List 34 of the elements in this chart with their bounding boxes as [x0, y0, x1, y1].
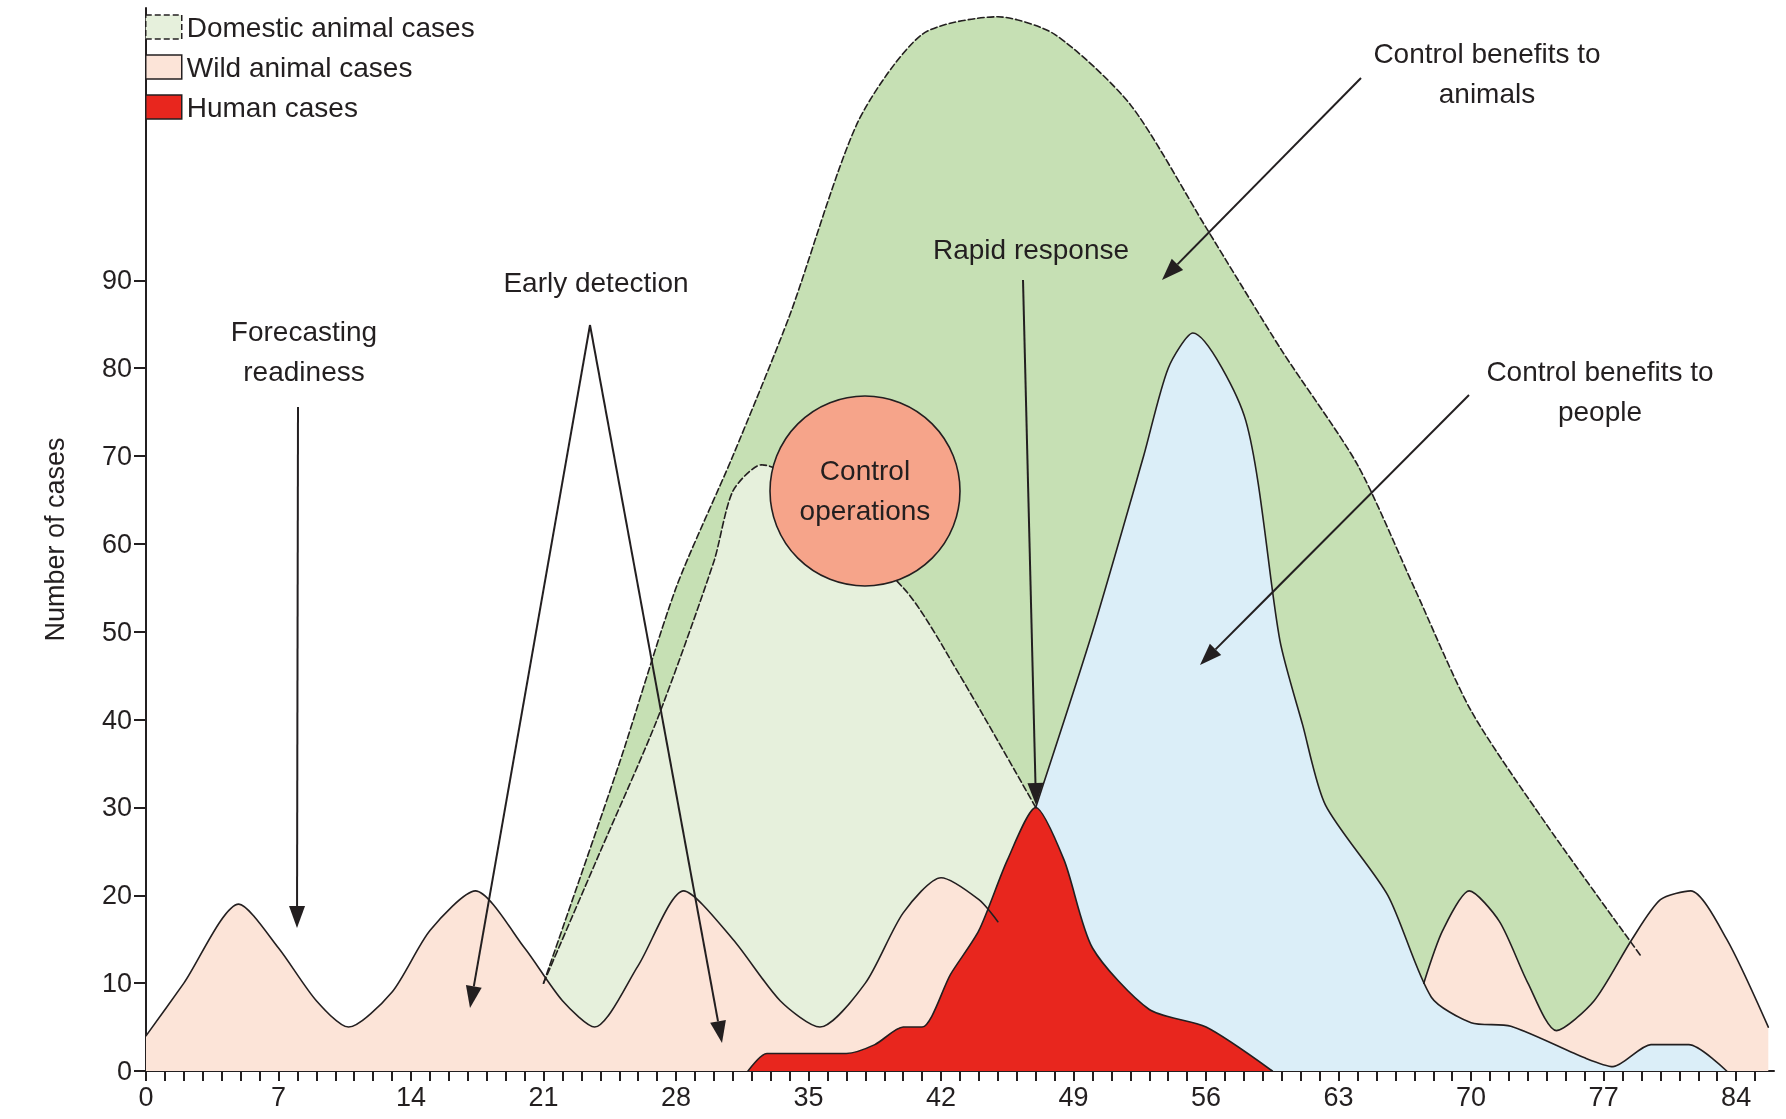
- y-tick-label: 90: [101, 265, 132, 296]
- y-tick-label: 70: [101, 441, 132, 472]
- x-tick-label: 7: [271, 1081, 287, 1112]
- x-tick-label: 42: [926, 1081, 957, 1112]
- x-tick-label: 77: [1588, 1081, 1619, 1112]
- legend-label: Wild animal cases: [186, 51, 413, 83]
- annotation: Forecasting readiness: [229, 315, 379, 389]
- x-tick-label: 21: [528, 1081, 559, 1112]
- annotation: Rapid response: [931, 233, 1131, 267]
- legend-label: Human cases: [186, 91, 358, 123]
- y-tick-label: 50: [101, 616, 132, 647]
- annotation: Control benefits to animals: [1372, 37, 1602, 111]
- y-tick-label: 40: [101, 704, 132, 735]
- x-tick-label: 28: [661, 1081, 692, 1112]
- x-tick-label: 35: [793, 1081, 824, 1112]
- x-tick-label: 56: [1191, 1081, 1222, 1112]
- y-tick-label: 10: [101, 968, 132, 999]
- y-tick-label: 0: [116, 1056, 132, 1086]
- y-tick-label: 80: [101, 353, 132, 384]
- y-axis-title: Number of cases: [39, 437, 70, 642]
- y-tick-label: 30: [101, 792, 132, 823]
- x-tick-label: 63: [1323, 1081, 1354, 1112]
- legend-label: Domestic animal cases: [186, 11, 475, 43]
- callout-circle: Control operations: [769, 395, 961, 587]
- x-tick-label: 14: [396, 1081, 427, 1112]
- y-tick-label: 20: [101, 880, 132, 911]
- x-tick-label: 49: [1058, 1081, 1089, 1112]
- annotation: Early detection: [502, 266, 690, 300]
- x-tick-label: 84: [1721, 1081, 1752, 1112]
- x-tick-label: 0: [138, 1081, 154, 1112]
- x-tick-label: 70: [1456, 1081, 1487, 1112]
- annotation: Control benefits to people: [1485, 355, 1715, 429]
- annotation: Control operations: [798, 454, 932, 528]
- y-tick-label: 60: [101, 528, 132, 559]
